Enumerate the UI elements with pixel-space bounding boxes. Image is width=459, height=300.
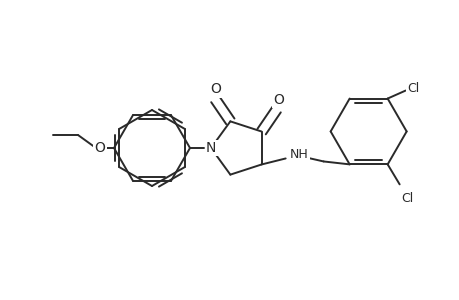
- Text: O: O: [209, 82, 220, 96]
- Text: O: O: [95, 141, 105, 155]
- Text: Cl: Cl: [407, 82, 419, 95]
- Text: Cl: Cl: [401, 192, 413, 206]
- Text: O: O: [273, 92, 284, 106]
- Text: N: N: [206, 141, 216, 155]
- Text: NH: NH: [289, 148, 308, 161]
